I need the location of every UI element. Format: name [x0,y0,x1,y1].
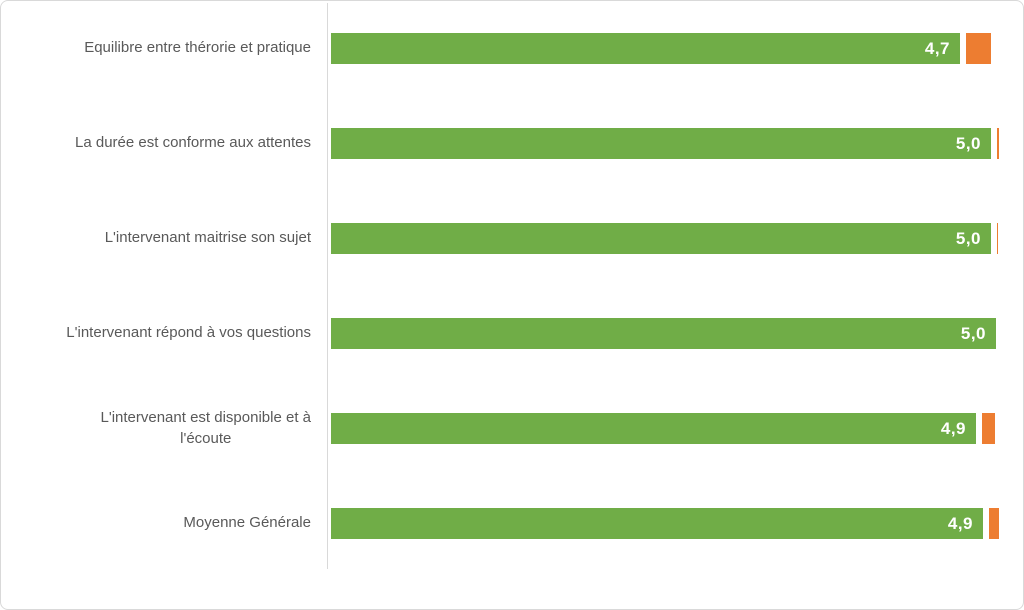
score-bar: 5,0 [331,318,996,349]
category-label-cell: Equilibre entre thérorie et pratique [1,1,328,96]
score-bar: 4,9 [331,413,976,444]
remainder-bar [989,508,999,539]
remainder-bar [997,128,999,159]
value-label: 5,0 [955,134,981,153]
bar-row: La durée est conforme aux attentes 5,0 [1,96,1023,191]
category-label: Moyenne Générale [183,514,311,532]
category-label: L'intervenant répond à vos questions [66,324,311,342]
value-label: 5,0 [960,324,986,343]
bar-track: 5,0 [331,223,999,254]
category-label-cell: Moyenne Générale [1,476,328,571]
category-label-cell: La durée est conforme aux attentes [1,96,328,191]
bar-row: Equilibre entre thérorie et pratique 4,7 [1,1,1023,96]
remainder-bar [982,413,995,444]
category-label-cell: L'intervenant répond à vos questions [1,286,328,381]
category-label: Equilibre entre thérorie et pratique [84,39,311,57]
bar-rows-container: Equilibre entre thérorie et pratique 4,7… [1,1,1023,571]
bar-track: 4,7 [331,33,999,64]
bar-track: 5,0 [331,128,999,159]
bar-row: L'intervenant maitrise son sujet 5,0 [1,191,1023,286]
bar-track: 5,0 [331,318,999,349]
remainder-bar [966,33,991,64]
score-bar: 5,0 [331,223,991,254]
category-label-cell: L'intervenant est disponible et à l'écou… [1,381,328,476]
score-bar: 4,7 [331,33,960,64]
bar-track: 4,9 [331,508,999,539]
bar-row: L'intervenant est disponible et à l'écou… [1,381,1023,476]
category-axis-line [327,3,328,569]
category-label: La durée est conforme aux attentes [75,134,311,152]
bar-row: L'intervenant répond à vos questions 5,0 [1,286,1023,381]
category-label: L'intervenant maitrise son sujet [104,229,311,247]
value-label: 4,7 [924,39,950,58]
value-label: 4,9 [947,514,973,533]
category-label: L'intervenant est disponible et à l'écou… [100,409,311,447]
value-label: 5,0 [955,229,981,248]
score-bar: 4,9 [331,508,983,539]
value-label: 4,9 [940,419,966,438]
category-label-cell: L'intervenant maitrise son sujet [1,191,328,286]
bar-track: 4,9 [331,413,999,444]
remainder-bar [997,223,998,254]
bar-row: Moyenne Générale 4,9 [1,476,1023,571]
score-bar: 5,0 [331,128,991,159]
